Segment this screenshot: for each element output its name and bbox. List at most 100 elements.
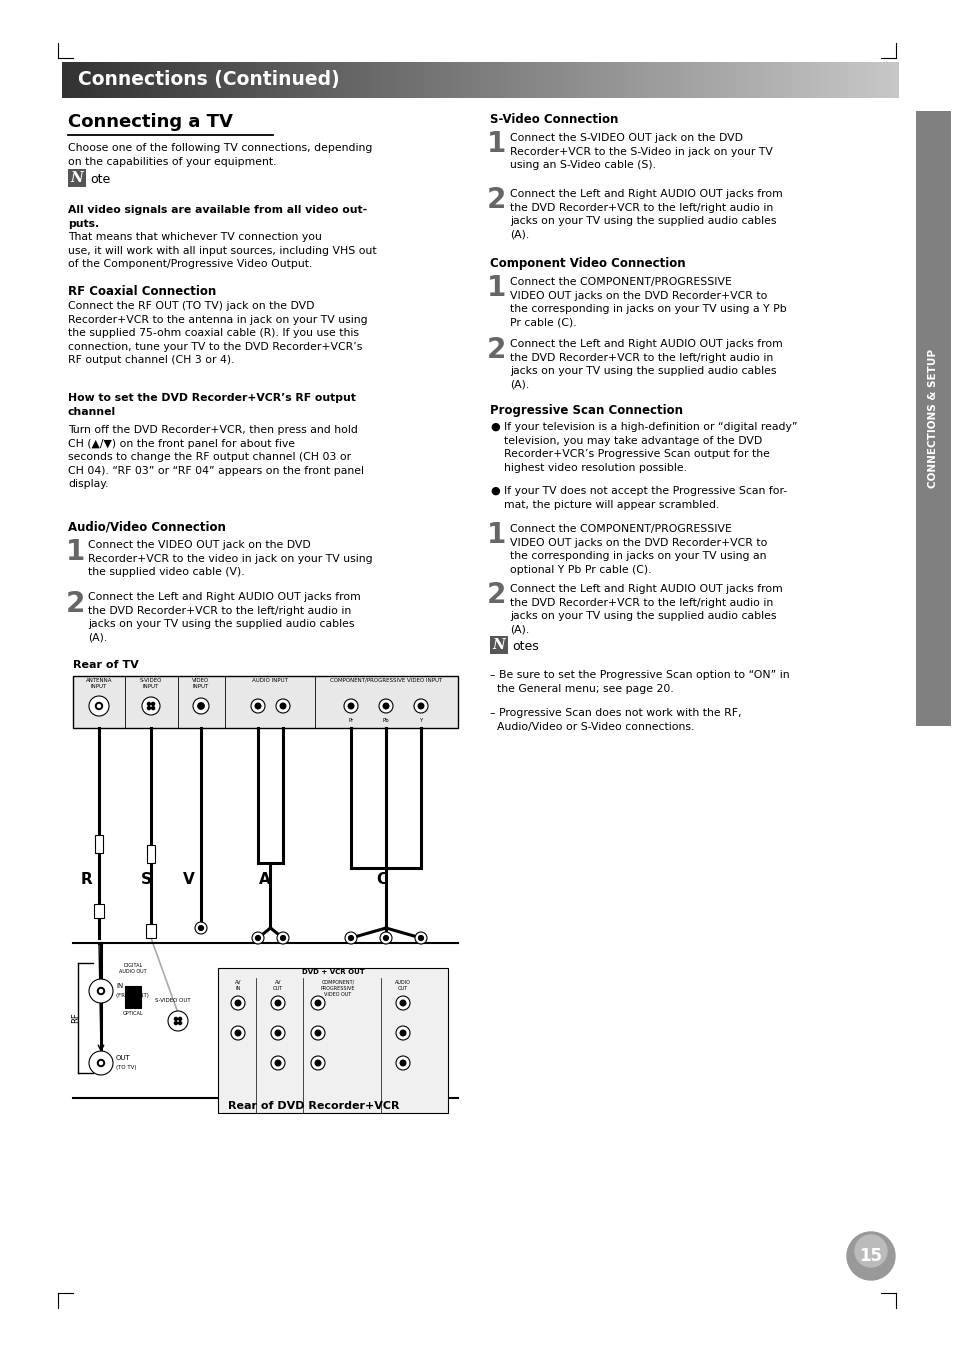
Circle shape <box>271 1056 285 1070</box>
Bar <box>63 62 66 99</box>
Bar <box>862 62 864 99</box>
Bar <box>147 844 154 863</box>
Bar <box>542 62 544 99</box>
Text: Audio/Video Connection: Audio/Video Connection <box>68 520 226 534</box>
Bar <box>641 62 643 99</box>
Bar <box>394 62 395 99</box>
Text: AV
IN: AV IN <box>234 979 241 990</box>
Circle shape <box>197 703 204 709</box>
Bar <box>236 62 238 99</box>
Bar <box>709 62 712 99</box>
Text: S-VIDEO
INPUT: S-VIDEO INPUT <box>140 678 162 689</box>
Bar <box>716 62 719 99</box>
Bar <box>357 62 359 99</box>
Circle shape <box>311 996 325 1011</box>
Text: 15: 15 <box>859 1247 882 1265</box>
Bar <box>435 62 437 99</box>
Bar <box>740 62 742 99</box>
Bar <box>161 62 163 99</box>
Bar <box>482 62 485 99</box>
Bar <box>294 62 296 99</box>
Bar <box>440 62 443 99</box>
Bar <box>621 62 624 99</box>
Bar <box>195 62 198 99</box>
Bar <box>552 62 555 99</box>
Bar <box>213 62 214 99</box>
Text: IN: IN <box>116 984 123 989</box>
Circle shape <box>252 932 264 944</box>
Bar <box>427 62 429 99</box>
Text: How to set the DVD Recorder+VCR’s RF output
channel: How to set the DVD Recorder+VCR’s RF out… <box>68 393 355 416</box>
Bar <box>409 62 411 99</box>
Bar <box>194 62 196 99</box>
Bar <box>231 62 233 99</box>
Bar <box>639 62 640 99</box>
Bar <box>129 62 132 99</box>
Bar <box>132 62 135 99</box>
Bar <box>131 62 132 99</box>
Circle shape <box>271 996 285 1011</box>
Bar <box>696 62 698 99</box>
Bar <box>98 62 100 99</box>
Bar <box>467 62 470 99</box>
Circle shape <box>276 932 289 944</box>
Bar <box>164 62 166 99</box>
Bar <box>404 62 407 99</box>
Bar <box>319 62 322 99</box>
Bar <box>76 62 78 99</box>
Bar <box>824 62 827 99</box>
Bar <box>781 62 782 99</box>
Text: Turn off the DVD Recorder+VCR, then press and hold
CH (▲/▼) on the front panel f: Turn off the DVD Recorder+VCR, then pres… <box>68 426 364 489</box>
Bar <box>116 62 118 99</box>
Bar <box>300 62 302 99</box>
Bar <box>893 62 895 99</box>
Bar <box>643 62 646 99</box>
Text: That means that whichever TV connection you
use, it will work with all input sou: That means that whichever TV connection … <box>68 205 376 269</box>
Bar <box>851 62 854 99</box>
Circle shape <box>314 1061 320 1066</box>
Circle shape <box>311 1025 325 1040</box>
Bar <box>185 62 187 99</box>
Bar <box>234 62 237 99</box>
Bar <box>605 62 607 99</box>
Bar <box>193 62 195 99</box>
Bar <box>652 62 655 99</box>
Bar <box>495 62 497 99</box>
Bar <box>189 62 191 99</box>
Bar <box>742 62 745 99</box>
Bar <box>803 62 806 99</box>
Bar <box>291 62 293 99</box>
Bar <box>648 62 650 99</box>
Bar <box>173 62 175 99</box>
Text: 1: 1 <box>486 130 506 158</box>
Bar <box>122 62 124 99</box>
Bar <box>684 62 686 99</box>
Bar <box>700 62 701 99</box>
Bar <box>244 62 247 99</box>
Bar <box>767 62 770 99</box>
Text: A: A <box>258 873 270 888</box>
Bar <box>506 62 508 99</box>
Bar <box>879 62 882 99</box>
Bar <box>432 62 435 99</box>
Bar <box>277 62 280 99</box>
Bar <box>298 62 301 99</box>
Bar <box>94 62 96 99</box>
Bar <box>370 62 372 99</box>
Bar <box>618 62 619 99</box>
Bar <box>660 62 663 99</box>
Bar <box>125 986 141 1008</box>
Bar <box>636 62 638 99</box>
Bar <box>915 111 950 725</box>
Bar <box>778 62 780 99</box>
Bar <box>687 62 689 99</box>
Bar <box>646 62 649 99</box>
Bar <box>543 62 546 99</box>
Bar <box>549 62 552 99</box>
Bar <box>530 62 532 99</box>
Bar <box>705 62 707 99</box>
Bar <box>73 676 457 728</box>
Bar <box>418 62 420 99</box>
Bar <box>799 62 801 99</box>
Bar <box>564 62 567 99</box>
